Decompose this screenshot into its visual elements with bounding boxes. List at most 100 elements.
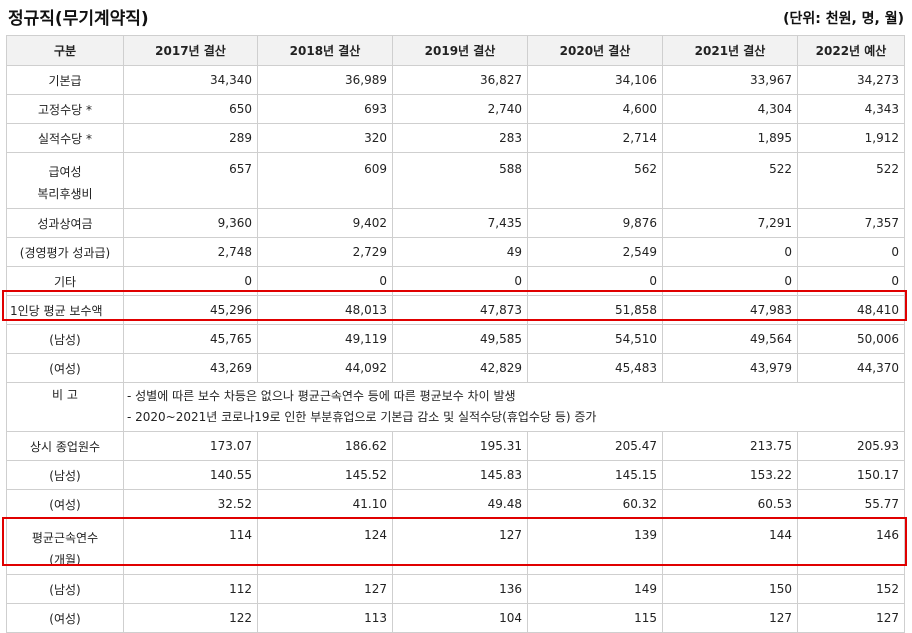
row-employee-count-female: (여성) 32.52 41.10 49.48 60.32 60.53 55.77	[6, 489, 905, 519]
cell-2021: 213.75	[662, 431, 798, 461]
cell-2020: 60.32	[527, 489, 663, 519]
cell-2021: 49,564	[662, 324, 798, 354]
cell-2017: 2,748	[123, 237, 258, 267]
remark-line: - 성별에 따른 보수 차등은 없으나 평균근속연수 등에 따른 평균보수 차이…	[127, 389, 516, 403]
row-label: 평균근속연수 (개월)	[6, 518, 124, 575]
cell-2020: 54,510	[527, 324, 663, 354]
remark-line: - 2020~2021년 코로나19로 인한 부분휴업으로 기본급 감소 및 실…	[127, 410, 597, 424]
cell-2017: 289	[123, 123, 258, 153]
row-label: 기본급	[6, 65, 124, 95]
row-label: 상시 종업원수	[6, 431, 124, 461]
row-label-line2: 복리후생비	[37, 187, 93, 201]
header-2020: 2020년 결산	[527, 35, 663, 66]
row-label: (남성)	[6, 574, 124, 604]
cell-2022: 50,006	[797, 324, 905, 354]
cell-2022: 522	[797, 152, 905, 209]
cell-2020: 4,600	[527, 94, 663, 124]
cell-2021: 43,979	[662, 353, 798, 383]
cell-2021: 60.53	[662, 489, 798, 519]
cell-2021: 144	[662, 518, 798, 575]
row-average-pay: 1인당 평균 보수액 45,296 48,013 47,873 51,858 4…	[6, 295, 905, 325]
cell-2018: 49,119	[257, 324, 393, 354]
cell-2021: 33,967	[662, 65, 798, 95]
remarks-cell: - 성별에 따른 보수 차등은 없으나 평균근속연수 등에 따른 평균보수 차이…	[123, 382, 905, 432]
cell-2018: 124	[257, 518, 393, 575]
cell-2017: 650	[123, 94, 258, 124]
cell-2019: 49	[392, 237, 528, 267]
cell-2018: 145.52	[257, 460, 393, 490]
cell-2017: 173.07	[123, 431, 258, 461]
cell-2017: 0	[123, 266, 258, 296]
cell-2020: 34,106	[527, 65, 663, 95]
page-title: 정규직(무기계약직)	[8, 9, 149, 29]
cell-2017: 43,269	[123, 353, 258, 383]
row-performance-bonus: 성과상여금 9,360 9,402 7,435 9,876 7,291 7,35…	[6, 208, 905, 238]
cell-2020: 145.15	[527, 460, 663, 490]
cell-2018: 127	[257, 574, 393, 604]
cell-2019: 0	[392, 266, 528, 296]
row-label: 성과상여금	[6, 208, 124, 238]
cell-2017: 140.55	[123, 460, 258, 490]
row-label: (남성)	[6, 324, 124, 354]
row-label: 1인당 평균 보수액	[6, 295, 124, 325]
cell-2022: 0	[797, 237, 905, 267]
cell-2018: 44,092	[257, 353, 393, 383]
cell-2019: 104	[392, 603, 528, 633]
row-fixed-allowance: 고정수당 * 650 693 2,740 4,600 4,304 4,343	[6, 94, 905, 124]
header-2019: 2019년 결산	[392, 35, 528, 66]
cell-2018: 186.62	[257, 431, 393, 461]
cell-2019: 145.83	[392, 460, 528, 490]
cell-2021: 0	[662, 266, 798, 296]
cell-2021: 522	[662, 152, 798, 209]
cell-2022: 1,912	[797, 123, 905, 153]
cell-2017: 112	[123, 574, 258, 604]
cell-2022: 146	[797, 518, 905, 575]
row-label-line1: 평균근속연수	[31, 531, 99, 545]
cell-2018: 693	[257, 94, 393, 124]
row-label: 비 고	[6, 382, 124, 432]
cell-2022: 55.77	[797, 489, 905, 519]
cell-2019: 136	[392, 574, 528, 604]
row-label: (여성)	[6, 353, 124, 383]
unit-note: (단위: 천원, 명, 월)	[783, 11, 904, 27]
cell-2021: 150	[662, 574, 798, 604]
cell-2018: 320	[257, 123, 393, 153]
cell-2018: 0	[257, 266, 393, 296]
row-label: (경영평가 성과급)	[6, 237, 124, 267]
cell-2022: 205.93	[797, 431, 905, 461]
row-label: (남성)	[6, 460, 124, 490]
cell-2018: 41.10	[257, 489, 393, 519]
cell-2019: 127	[392, 518, 528, 575]
cell-2017: 45,765	[123, 324, 258, 354]
row-average-tenure-female: (여성) 122 113 104 115 127 127	[6, 603, 905, 633]
cell-2019: 49.48	[392, 489, 528, 519]
cell-2018: 9,402	[257, 208, 393, 238]
cell-2018: 2,729	[257, 237, 393, 267]
cell-2019: 47,873	[392, 295, 528, 325]
row-performance-allowance: 실적수당 * 289 320 283 2,714 1,895 1,912	[6, 123, 905, 153]
row-welfare-benefits: 급여성 복리후생비 657 609 588 562 522 522	[6, 152, 905, 209]
row-base-pay: 기본급 34,340 36,989 36,827 34,106 33,967 3…	[6, 65, 905, 95]
cell-2017: 122	[123, 603, 258, 633]
header-category: 구분	[6, 35, 124, 66]
cell-2017: 45,296	[123, 295, 258, 325]
row-average-pay-female: (여성) 43,269 44,092 42,829 45,483 43,979 …	[6, 353, 905, 383]
cell-2022: 152	[797, 574, 905, 604]
header-2018: 2018년 결산	[257, 35, 393, 66]
row-average-tenure: 평균근속연수 (개월) 114 124 127 139 144 146	[6, 518, 905, 575]
cell-2020: 51,858	[527, 295, 663, 325]
cell-2019: 7,435	[392, 208, 528, 238]
cell-2019: 2,740	[392, 94, 528, 124]
cell-2020: 2,549	[527, 237, 663, 267]
cell-2018: 113	[257, 603, 393, 633]
cell-2017: 114	[123, 518, 258, 575]
cell-2018: 48,013	[257, 295, 393, 325]
row-label: 실적수당 *	[6, 123, 124, 153]
cell-2020: 139	[527, 518, 663, 575]
row-employee-count-male: (남성) 140.55 145.52 145.83 145.15 153.22 …	[6, 460, 905, 490]
cell-2019: 36,827	[392, 65, 528, 95]
cell-2020: 0	[527, 266, 663, 296]
header-2017: 2017년 결산	[123, 35, 258, 66]
cell-2021: 47,983	[662, 295, 798, 325]
row-label: (여성)	[6, 603, 124, 633]
